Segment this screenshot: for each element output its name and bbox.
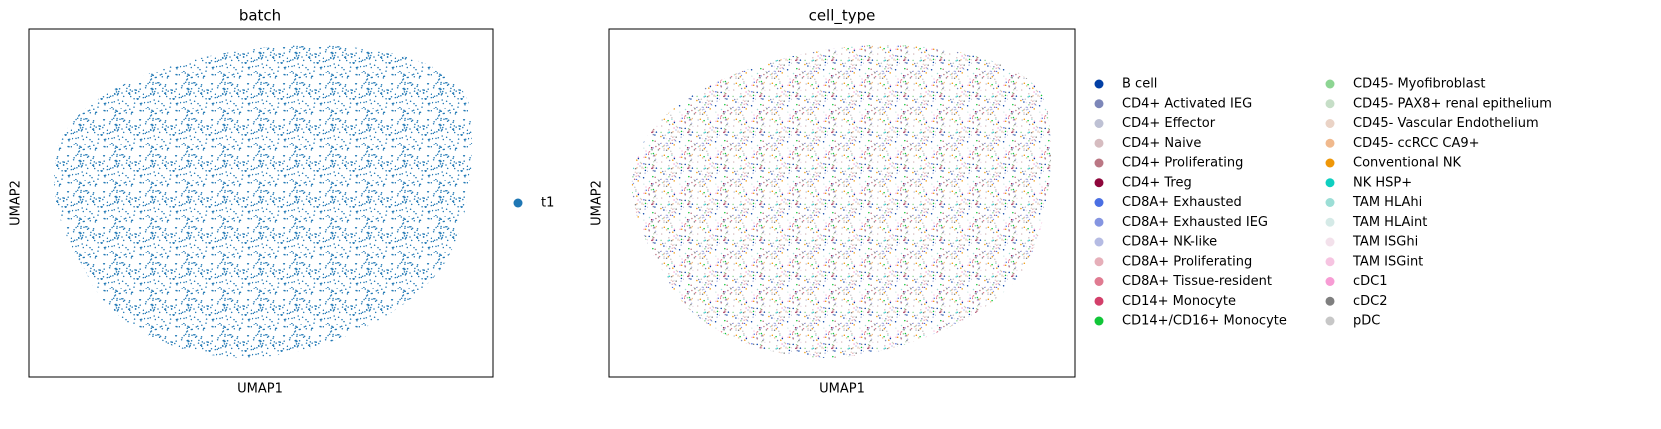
legend-marker: [1325, 158, 1335, 168]
legend-label: CD45- ccRCC CA9+: [1353, 136, 1480, 151]
legend-label: CD8A+ Exhausted IEG: [1122, 215, 1268, 230]
axes-frame: [28, 28, 494, 378]
legend-label: CD45- Myofibroblast: [1353, 77, 1485, 92]
legend-label: CD8A+ NK-like: [1122, 235, 1217, 250]
legend-label: CD4+ Naive: [1122, 136, 1201, 151]
legend-label: CD8A+ Tissue-resident: [1122, 274, 1272, 289]
legend-marker: [1325, 198, 1335, 207]
legend-marker: [1094, 138, 1104, 148]
legend-label: cDC2: [1353, 294, 1388, 309]
legend-label: CD4+ Effector: [1122, 116, 1216, 131]
legend-label: CD8A+ Exhausted: [1122, 195, 1242, 210]
x-axis-label: UMAP1: [819, 382, 865, 397]
legend-marker: [1094, 99, 1104, 109]
legend-marker: [1325, 237, 1335, 247]
legend-label: CD45- Vascular Endothelium: [1353, 116, 1539, 131]
legend-marker: [1094, 79, 1104, 89]
legend-label: CD45- PAX8+ renal epithelium: [1353, 96, 1552, 111]
legend-marker: [1094, 217, 1104, 227]
legend-marker: [1094, 119, 1104, 128]
legend-label: B cell: [1122, 77, 1157, 92]
legend-marker: [1094, 237, 1104, 247]
legend-marker: [1325, 138, 1335, 148]
legend-marker: [513, 198, 523, 208]
y-axis-label: UMAP2: [9, 180, 24, 226]
x-axis-label: UMAP1: [237, 382, 283, 397]
panel-title: batch: [239, 7, 281, 25]
legend-label: NK HSP+: [1353, 175, 1412, 190]
legend-marker: [1094, 296, 1104, 306]
legend-label: CD4+ Proliferating: [1122, 156, 1243, 171]
legend-marker: [1094, 277, 1104, 286]
legend-marker: [1325, 79, 1335, 89]
point-cloud: [631, 44, 1052, 358]
legend-label: CD14+ Monocyte: [1122, 294, 1236, 309]
legend-marker: [1325, 296, 1335, 306]
legend-label: CD8A+ Proliferating: [1122, 254, 1252, 269]
legend-marker: [1325, 316, 1335, 326]
legend-label: cDC1: [1353, 274, 1388, 289]
legend-marker: [1325, 277, 1335, 286]
legend-label: TAM ISGhi: [1352, 235, 1418, 250]
legend-label: CD4+ Treg: [1122, 175, 1192, 190]
legend-marker: [1094, 257, 1104, 267]
legend-marker: [1325, 178, 1335, 188]
legend-marker: [1325, 99, 1335, 109]
legend-marker: [1094, 158, 1104, 168]
legend-label: Conventional NK: [1353, 156, 1462, 171]
legend-marker: [1094, 316, 1104, 326]
y-axis-label: UMAP2: [590, 180, 605, 226]
legend-label: t1: [541, 196, 554, 211]
legend-label: TAM HLAhi: [1352, 195, 1422, 210]
legend-label: pDC: [1353, 314, 1380, 329]
legend-label: TAM HLAint: [1352, 215, 1427, 230]
point-cloud: [54, 44, 473, 359]
legend-marker: [1094, 198, 1104, 207]
legend-marker: [1325, 257, 1335, 267]
legend-label: CD4+ Activated IEG: [1122, 96, 1252, 111]
panel-title: cell_type: [809, 7, 876, 26]
legend-label: TAM ISGint: [1352, 254, 1423, 269]
legend-marker: [1094, 178, 1104, 188]
legend-marker: [1325, 119, 1335, 128]
legend-marker: [1325, 217, 1335, 227]
legend-label: CD14+/CD16+ Monocyte: [1122, 314, 1287, 329]
axes-frame: [608, 28, 1076, 378]
